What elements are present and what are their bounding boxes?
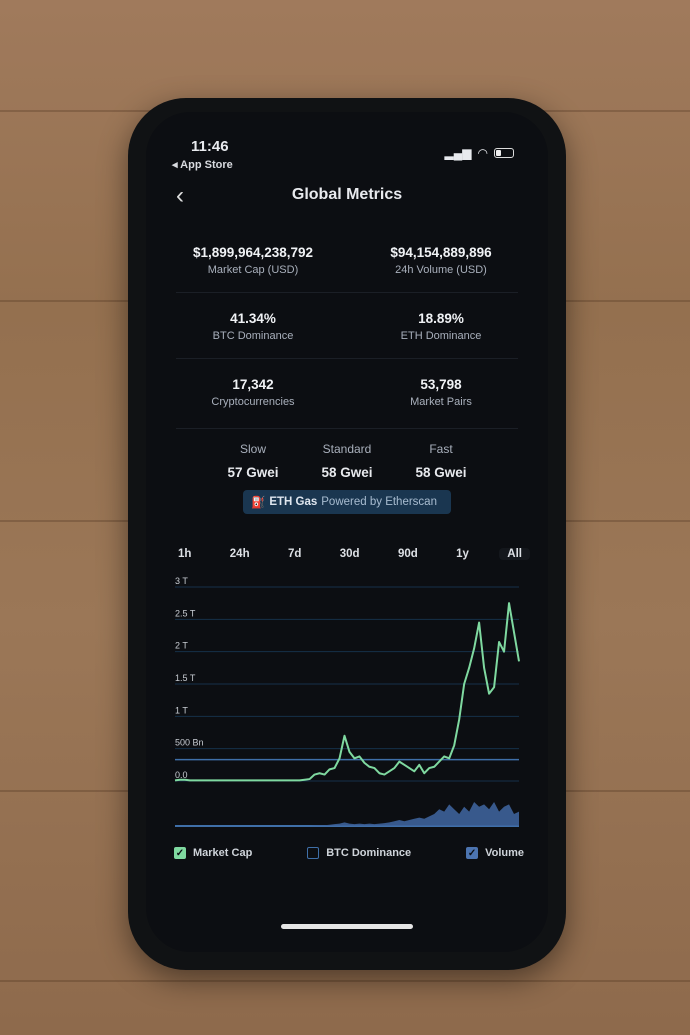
metric-eth-dominance: 18.89% ETH Dominance (346, 311, 536, 342)
chart-legend: ✓ Market Cap BTC Dominance ✓ Volume (174, 847, 524, 859)
legend-label: BTC Dominance (326, 847, 412, 859)
battery-icon (494, 148, 514, 158)
legend-label: Market Cap (193, 847, 253, 859)
fuel-pump-icon: ⛽ (251, 497, 266, 509)
gas-label: Slow (239, 442, 266, 456)
y-tick-label: 500 Bn (175, 738, 204, 748)
metric-btc-dominance: 41.34% BTC Dominance (158, 311, 348, 342)
metric-value: 53,798 (420, 377, 462, 392)
status-time: 11:46 (191, 138, 229, 155)
gas-label: Fast (429, 442, 453, 456)
metric-label: BTC Dominance (212, 330, 294, 342)
gas-value: 58 Gwei (415, 465, 467, 480)
range-tabs: 1h 24h 7d 30d 90d 1y All (170, 548, 530, 560)
checkbox-checked-icon[interactable]: ✓ (466, 847, 479, 859)
metric-cryptocurrencies: 17,342 Cryptocurrencies (158, 377, 348, 408)
y-tick-label: 1.5 T (175, 673, 196, 683)
wifi-icon: ◠ (477, 146, 488, 160)
legend-volume[interactable]: ✓ Volume (466, 847, 524, 859)
metric-value: $1,899,964,238,792 (192, 245, 314, 260)
metric-label: ETH Dominance (400, 330, 482, 342)
badge-title: ETH Gas (269, 496, 318, 508)
signal-icon: ▂▄▆ (444, 146, 472, 160)
divider (176, 358, 518, 359)
legend-market-cap[interactable]: ✓ Market Cap (174, 847, 252, 859)
metric-value: 18.89% (418, 311, 464, 326)
metric-volume: $94,154,889,896 24h Volume (USD) (346, 245, 536, 276)
tab-1h[interactable]: 1h (178, 548, 192, 560)
gas-fast: Fast 58 Gwei (386, 442, 496, 480)
metric-value: 41.34% (230, 311, 276, 326)
metric-label: 24h Volume (USD) (395, 264, 487, 276)
metric-value: $94,154,889,896 (390, 245, 492, 260)
eth-gas-badge[interactable]: ⛽ ETH Gas Powered by Etherscan (243, 490, 451, 514)
metric-label: Market Pairs (410, 396, 472, 408)
tab-all[interactable]: All (499, 548, 530, 560)
tab-1y[interactable]: 1y (456, 548, 469, 560)
y-tick-label: 1 T (175, 705, 188, 715)
y-tick-label: 2.5 T (175, 608, 196, 618)
checkbox-unchecked-icon[interactable] (307, 847, 320, 859)
y-tick-label: 2 T (175, 641, 188, 651)
chevron-left-icon[interactable]: ‹ (176, 182, 184, 209)
home-indicator[interactable] (281, 924, 413, 929)
tab-24h[interactable]: 24h (229, 548, 250, 560)
volume-area (175, 802, 519, 826)
legend-btc-dominance[interactable]: BTC Dominance (307, 847, 411, 859)
divider (176, 428, 518, 429)
gas-value: 57 Gwei (227, 465, 279, 480)
gas-slow: Slow 57 Gwei (198, 442, 308, 480)
phone-screen: 11:46 ◂ App Store ▂▄▆ ◠ ‹ Global Metrics… (146, 112, 548, 952)
badge-subtitle: Powered by Etherscan (321, 496, 437, 508)
metric-value: 17,342 (232, 377, 274, 392)
tab-7d[interactable]: 7d (287, 548, 302, 560)
page-title: Global Metrics (291, 186, 403, 203)
divider (176, 292, 518, 293)
metric-market-pairs: 53,798 Market Pairs (346, 377, 536, 408)
tab-90d[interactable]: 90d (397, 548, 418, 560)
metric-label: Market Cap (USD) (207, 264, 299, 276)
gas-standard: Standard 58 Gwei (292, 442, 402, 480)
gas-label: Standard (322, 442, 372, 456)
metric-label: Cryptocurrencies (211, 396, 295, 408)
tab-30d[interactable]: 30d (339, 548, 360, 560)
status-icons: ▂▄▆ ◠ (445, 146, 514, 160)
checkbox-checked-icon[interactable]: ✓ (174, 847, 186, 859)
y-tick-label: 0.0 (175, 770, 188, 780)
market-cap-line (174, 602, 520, 782)
market-chart[interactable]: 0.0 500 Bn 1 T 1.5 T 2 T 2.5 T 3 T (146, 572, 548, 832)
back-to-app-store-link[interactable]: ◂ App Store (172, 159, 233, 171)
y-tick-label: 3 T (175, 576, 188, 586)
legend-label: Volume (485, 847, 524, 859)
metric-market-cap: $1,899,964,238,792 Market Cap (USD) (158, 245, 348, 276)
gas-value: 58 Gwei (321, 465, 373, 480)
